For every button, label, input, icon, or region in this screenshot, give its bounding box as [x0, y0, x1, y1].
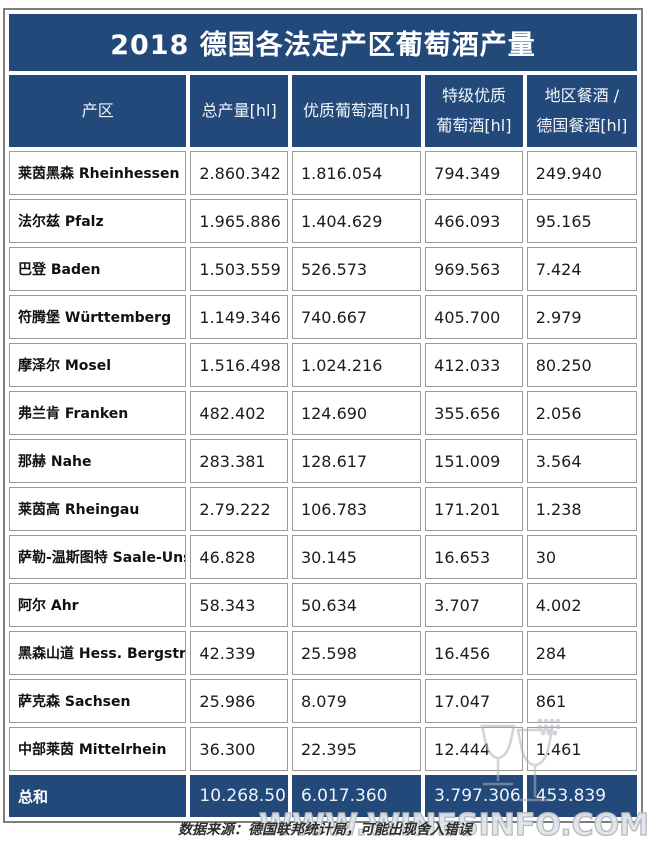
region-cell: 总和	[9, 775, 187, 817]
praedikat-wine-cell: 466.093	[425, 199, 523, 243]
quality-wine-cell: 30.145	[291, 535, 422, 579]
landwein-cell: 2.979	[526, 295, 637, 339]
quality-wine-cell: 50.634	[291, 583, 422, 627]
landwein-cell: 95.165	[526, 199, 637, 243]
praedikat-wine-cell: 412.033	[425, 343, 523, 387]
praedikat-wine-cell: 12.444	[425, 727, 523, 771]
praedikat-wine-cell: 171.201	[425, 487, 523, 531]
region-cell: 莱茵黑森 Rheinhessen	[9, 151, 187, 195]
total-cell: 2.860.342	[190, 151, 288, 195]
landwein-cell: 7.424	[526, 247, 637, 291]
quality-wine-cell: 22.395	[291, 727, 422, 771]
praedikat-wine-cell: 151.009	[425, 439, 523, 483]
quality-wine-cell: 6.017.360	[291, 775, 422, 817]
praedikat-wine-cell: 16.653	[425, 535, 523, 579]
praedikat-wine-cell: 16.456	[425, 631, 523, 675]
landwein-cell: 2.056	[526, 391, 637, 435]
col-header-landwein: 地区餐酒 / 德国餐酒[hl]	[526, 75, 637, 147]
landwein-cell: 3.564	[526, 439, 637, 483]
quality-wine-cell: 106.783	[291, 487, 422, 531]
praedikat-wine-cell: 969.563	[425, 247, 523, 291]
quality-wine-cell: 8.079	[291, 679, 422, 723]
region-cell: 黑森山道 Hess. Bergstraße	[9, 631, 187, 675]
region-cell: 符腾堡 Württemberg	[9, 295, 187, 339]
landwein-cell: 1.238	[526, 487, 637, 531]
total-cell: 1.503.559	[190, 247, 288, 291]
region-cell: 弗兰肯 Franken	[9, 391, 187, 435]
table-row: 萨勒-温斯图特 Saale-Unstrut 46.828 30.145 16.6…	[9, 535, 637, 579]
praedikat-wine-cell: 355.656	[425, 391, 523, 435]
table-row: 莱茵高 Rheingau 2.79.222 106.783 171.201 1.…	[9, 487, 637, 531]
quality-wine-cell: 526.573	[291, 247, 422, 291]
region-cell: 萨克森 Sachsen	[9, 679, 187, 723]
winesinfo-watermark-text: WWW.WINESINFO.COM	[258, 807, 649, 843]
praedikat-wine-cell: 3.707	[425, 583, 523, 627]
landwein-cell: 1.461	[526, 727, 637, 771]
praedikat-wine-cell: 17.047	[425, 679, 523, 723]
table-row: 黑森山道 Hess. Bergstraße 42.339 25.598 16.4…	[9, 631, 637, 675]
header-row: 产区 总产量[hl] 优质葡萄酒[hl] 特级优质葡萄酒[hl] 地区餐酒 / …	[9, 75, 637, 147]
quality-wine-cell: 1.404.629	[291, 199, 422, 243]
total-cell: 2.79.222	[190, 487, 288, 531]
quality-wine-cell: 124.690	[291, 391, 422, 435]
landwein-cell: 4.002	[526, 583, 637, 627]
table-row: 摩泽尔 Mosel 1.516.498 1.024.216 412.033 80…	[9, 343, 637, 387]
region-cell: 莱茵高 Rheingau	[9, 487, 187, 531]
table-row: 那赫 Nahe 283.381 128.617 151.009 3.564	[9, 439, 637, 483]
region-cell: 巴登 Baden	[9, 247, 187, 291]
praedikat-wine-cell: 794.349	[425, 151, 523, 195]
landwein-cell: 80.250	[526, 343, 637, 387]
quality-wine-cell: 1.816.054	[291, 151, 422, 195]
quality-wine-cell: 1.024.216	[291, 343, 422, 387]
region-cell: 法尔兹 Pfalz	[9, 199, 187, 243]
source-note: 数据来源：德国联邦统计局，可能出现舍入错误	[178, 822, 472, 838]
landwein-cell: 249.940	[526, 151, 637, 195]
praedikat-wine-cell: 3.797.306	[425, 775, 523, 817]
quality-wine-cell: 740.667	[291, 295, 422, 339]
region-cell: 阿尔 Ahr	[9, 583, 187, 627]
total-cell: 58.343	[190, 583, 288, 627]
col-header-praedikat-wine: 特级优质葡萄酒[hl]	[425, 75, 523, 147]
table-row: 阿尔 Ahr 58.343 50.634 3.707 4.002	[9, 583, 637, 627]
praedikat-wine-cell: 405.700	[425, 295, 523, 339]
col-header-quality-wine: 优质葡萄酒[hl]	[291, 75, 422, 147]
region-cell: 萨勒-温斯图特 Saale-Unstrut	[9, 535, 187, 579]
quality-wine-cell: 128.617	[291, 439, 422, 483]
total-cell: 283.381	[190, 439, 288, 483]
table-row: 莱茵黑森 Rheinhessen 2.860.342 1.816.054 794…	[9, 151, 637, 195]
landwein-cell: 453.839	[526, 775, 637, 817]
table-row: 弗兰肯 Franken 482.402 124.690 355.656 2.05…	[9, 391, 637, 435]
landwein-cell: 30	[526, 535, 637, 579]
total-cell: 25.986	[190, 679, 288, 723]
table-row: 萨克森 Sachsen 25.986 8.079 17.047 861	[9, 679, 637, 723]
table-row: 巴登 Baden 1.503.559 526.573 969.563 7.424	[9, 247, 637, 291]
landwein-cell: 861	[526, 679, 637, 723]
region-cell: 那赫 Nahe	[9, 439, 187, 483]
production-table: 2018 德国各法定产区葡萄酒产量 产区 总产量[hl] 优质葡萄酒[hl] 特…	[5, 10, 641, 821]
total-row: 总和 10.268.505 6.017.360 3.797.306 453.83…	[9, 775, 637, 817]
table-row: 法尔兹 Pfalz 1.965.886 1.404.629 466.093 95…	[9, 199, 637, 243]
total-cell: 46.828	[190, 535, 288, 579]
table-row: 中部莱茵 Mittelrhein 36.300 22.395 12.444 1.…	[9, 727, 637, 771]
total-cell: 1.149.346	[190, 295, 288, 339]
table-row: 符腾堡 Württemberg 1.149.346 740.667 405.70…	[9, 295, 637, 339]
table-title: 2018 德国各法定产区葡萄酒产量	[9, 14, 637, 71]
total-cell: 1.965.886	[190, 199, 288, 243]
region-cell: 中部莱茵 Mittelrhein	[9, 727, 187, 771]
production-table-frame: 2018 德国各法定产区葡萄酒产量 产区 总产量[hl] 优质葡萄酒[hl] 特…	[3, 8, 643, 823]
landwein-cell: 284	[526, 631, 637, 675]
title-row: 2018 德国各法定产区葡萄酒产量	[9, 14, 637, 71]
col-header-region: 产区	[9, 75, 187, 147]
total-cell: 482.402	[190, 391, 288, 435]
col-header-total: 总产量[hl]	[190, 75, 288, 147]
total-cell: 42.339	[190, 631, 288, 675]
total-cell: 36.300	[190, 727, 288, 771]
region-cell: 摩泽尔 Mosel	[9, 343, 187, 387]
quality-wine-cell: 25.598	[291, 631, 422, 675]
total-cell: 10.268.505	[190, 775, 288, 817]
total-cell: 1.516.498	[190, 343, 288, 387]
